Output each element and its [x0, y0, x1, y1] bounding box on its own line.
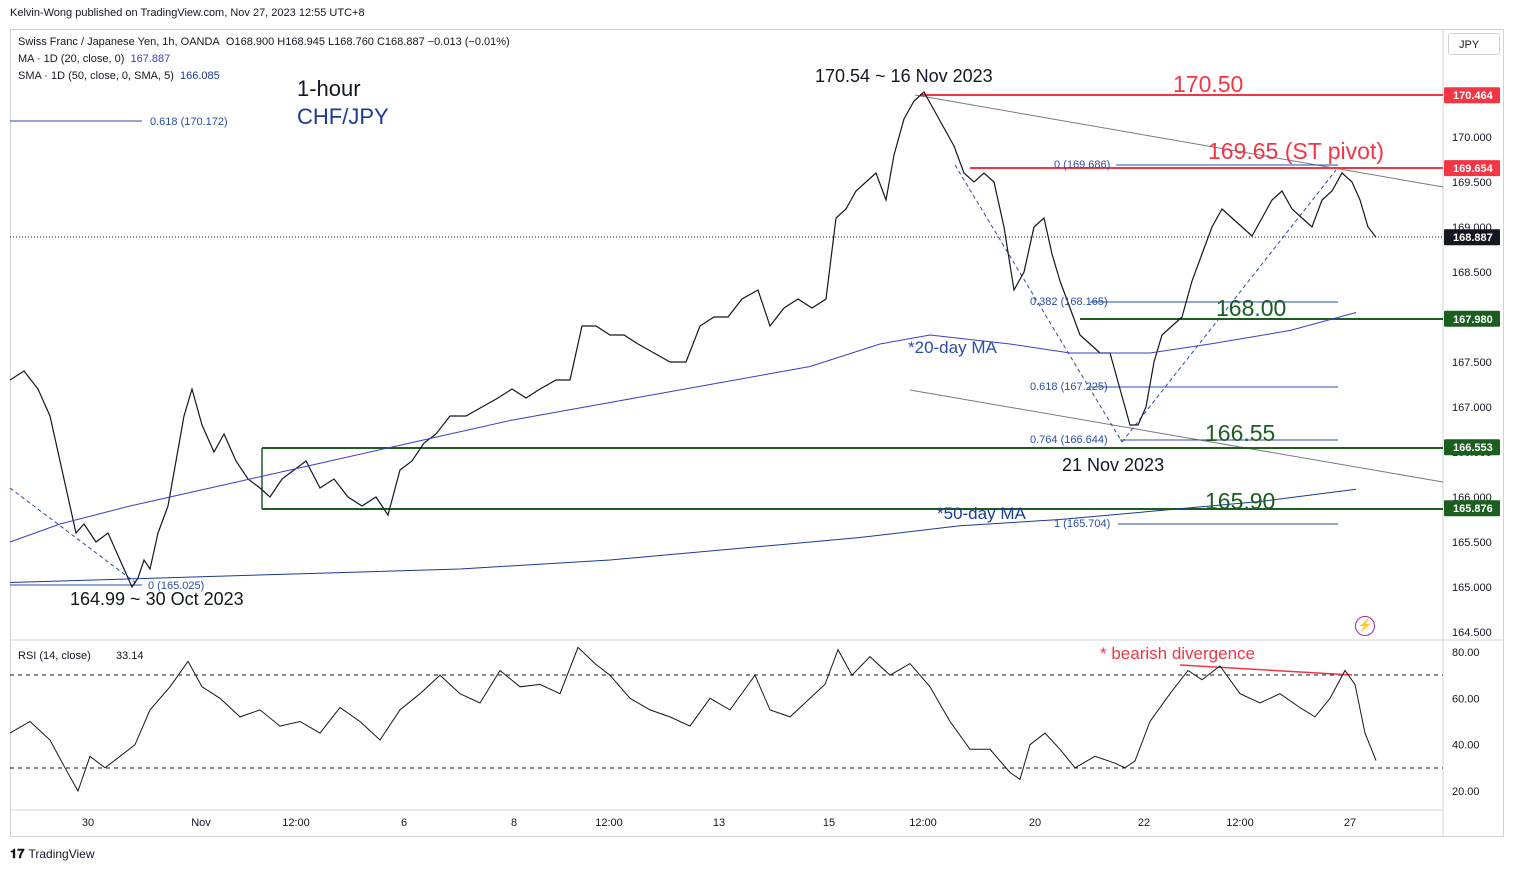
tradingview-logo[interactable]: 𝟏𝟕 TradingView [10, 846, 95, 861]
price-tick-label: 170.000 [1452, 132, 1492, 144]
time-tick-label: 6 [401, 817, 407, 829]
time-tick-label: 12:00 [909, 817, 937, 829]
price-tag [1444, 439, 1500, 456]
fib-label-zero-left: 0 (165.025) [148, 580, 204, 592]
fib-label-0618: 0.618 (167.225) [1030, 381, 1108, 393]
price-series [9, 91, 1377, 589]
price-tick-label: 165.500 [1452, 537, 1492, 549]
time-tick-label: 12:00 [282, 817, 310, 829]
price-tag [1444, 310, 1500, 327]
price-tick-label: 167.000 [1452, 402, 1492, 414]
legend-sma-line[interactable]: SMA · 1D (50, close, 0, SMA, 5) 166.085 [18, 70, 220, 82]
fib-label-0764: 0.764 (166.644) [1030, 434, 1108, 446]
annotation-high: 170.54 ~ 16 Nov 2023 [815, 66, 993, 86]
label-165-90: 165.90 [1205, 488, 1275, 514]
time-tick-label: 22 [1138, 817, 1150, 829]
lower-trendline [909, 389, 1444, 483]
fib-swing-left [9, 487, 137, 584]
fib-swing-up [1121, 169, 1337, 443]
upper-trendline [914, 94, 1444, 188]
label-168-00: 168.00 [1216, 295, 1286, 321]
ma50-series [9, 488, 1357, 583]
fib-label-0382: 0.382 (168.165) [1030, 296, 1108, 308]
time-tick-label: Nov [191, 817, 211, 829]
rsi-tick-label: 40.00 [1452, 740, 1480, 752]
rsi-axis: 20.00 40.00 60.00 80.00 [1452, 647, 1480, 798]
legend-sma-value: 166.085 [180, 70, 220, 82]
time-tick-label: 30 [82, 817, 94, 829]
price-tag [1444, 229, 1500, 246]
label-ma50: *50-day MA [937, 504, 1026, 523]
fib-swing-down [954, 164, 1123, 443]
fib-label-1: 1 (165.704) [1054, 518, 1110, 530]
price-tags: 170.464 169.654 168.887 167.980 166.553 165.8… [1444, 87, 1500, 517]
annotation-low-oct: 164.99 ~ 30 Oct 2023 [70, 589, 244, 609]
time-tick-label: 15 [823, 817, 835, 829]
chart-panel[interactable] [10, 29, 1504, 837]
rsi-legend-label: RSI (14, close) [18, 650, 91, 662]
rsi-tick-label: 60.00 [1452, 693, 1480, 705]
legend-ohlc: O168.900 H168.945 L168.760 C168.887 −0.0… [225, 36, 510, 48]
time-tick-label: 12:00 [1226, 817, 1254, 829]
price-tag [1444, 160, 1500, 177]
divergence-line [1179, 664, 1353, 676]
rsi-tick-label: 80.00 [1452, 647, 1480, 659]
label-166-55: 166.55 [1205, 420, 1275, 446]
rsi-series [9, 646, 1377, 793]
legend-sma-label: SMA · 1D (50, close, 0, SMA, 5) [18, 70, 174, 82]
price-tag-label: 166.553 [1453, 442, 1493, 454]
ma20-series [9, 312, 1357, 543]
legend-ma-value: 167.887 [130, 53, 171, 65]
time-tick-label: 12:00 [595, 817, 623, 829]
price-tick-label: 168.500 [1452, 267, 1492, 279]
label-170-50: 170.50 [1173, 71, 1243, 97]
price-tag-label: 165.876 [1453, 503, 1493, 515]
legend-symbol-line[interactable]: Swiss Franc / Japanese Yen, 1h, OANDA O1… [18, 36, 510, 48]
label-ma20: *20-day MA [908, 338, 997, 357]
price-tag-label: 167.980 [1453, 314, 1493, 326]
fib-label-top-left: 0.618 (170.172) [150, 116, 228, 128]
lightning-icon[interactable]: ⚡ [1355, 616, 1375, 636]
time-tick-label: 27 [1344, 817, 1356, 829]
price-tick-label: 165.000 [1452, 582, 1492, 594]
time-tick-label: 8 [511, 817, 517, 829]
price-tag-label: 168.887 [1453, 232, 1493, 244]
price-tag-label: 170.464 [1453, 90, 1494, 102]
time-tick-label: 20 [1029, 817, 1041, 829]
price-tick-label: 169.500 [1452, 177, 1492, 189]
tv-logo-icon: 𝟏𝟕 [10, 846, 25, 861]
time-tick-label: 13 [713, 817, 725, 829]
price-tick-label: 167.500 [1452, 357, 1492, 369]
fib-label-0: 0 (169.686) [1054, 159, 1110, 171]
price-tick-label: 164.500 [1452, 627, 1492, 639]
title-pair: CHF/JPY [297, 104, 389, 129]
price-tag-label: 169.654 [1453, 163, 1494, 175]
price-axis: 164.500165.000165.500166.000166.500167.0… [1452, 132, 1492, 639]
legend-ma-line[interactable]: MA · 1D (20, close, 0) 167.887 [18, 53, 170, 65]
annotation-low-nov: 21 Nov 2023 [1062, 455, 1164, 475]
price-tag [1444, 87, 1500, 104]
label-pivot: 169.65 (ST pivot) [1208, 138, 1384, 164]
rsi-tick-label: 20.00 [1452, 786, 1480, 798]
legend-symbol: Swiss Franc / Japanese Yen, 1h, OANDA [18, 36, 220, 48]
currency-button[interactable]: JPY [1448, 33, 1500, 55]
series-layer [9, 91, 1377, 793]
title-timeframe: 1-hour [297, 76, 361, 101]
label-divergence: * bearish divergence [1100, 644, 1255, 663]
price-tag [1444, 500, 1500, 517]
rsi-legend-value: 33.14 [116, 650, 144, 662]
time-axis: 30 Nov 12:00 6 8 12:00 13 15 12:00 20 22 12:00 27 [82, 817, 1356, 829]
legend-ma-label: MA · 1D (20, close, 0) [18, 53, 125, 65]
publisher-line: Kelvin-Wong published on TradingView.com… [10, 7, 365, 19]
